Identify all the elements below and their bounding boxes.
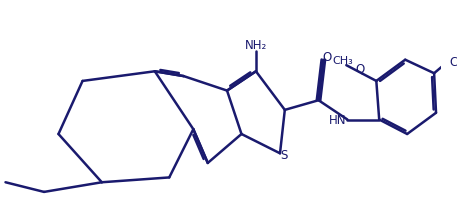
Text: NH₂: NH₂ [245, 39, 267, 52]
Text: CH₃: CH₃ [332, 56, 353, 66]
Text: S: S [280, 149, 287, 162]
Text: O: O [322, 51, 331, 64]
Text: HN: HN [329, 114, 346, 127]
Text: O: O [356, 63, 365, 76]
Text: Cl: Cl [449, 56, 457, 69]
